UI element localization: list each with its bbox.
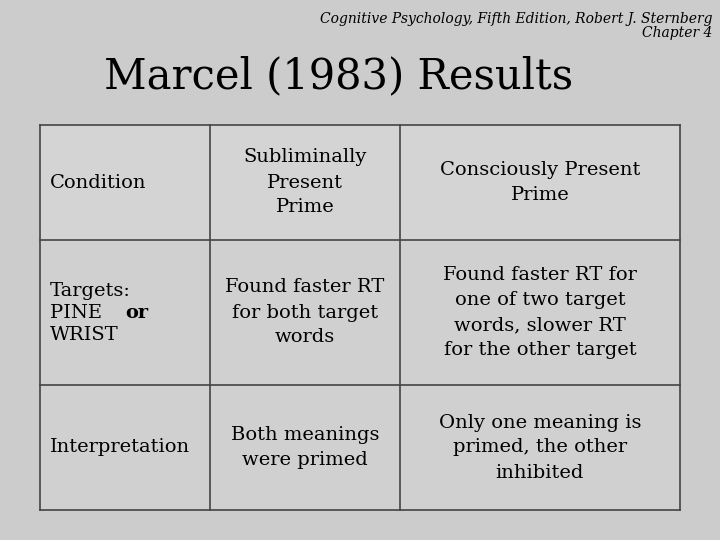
Text: Chapter 4: Chapter 4 bbox=[642, 26, 712, 40]
Text: or: or bbox=[125, 303, 148, 321]
Bar bbox=[40, 240, 210, 385]
Bar bbox=[400, 385, 680, 510]
Bar bbox=[210, 240, 400, 385]
Text: Condition: Condition bbox=[50, 173, 146, 192]
Text: Interpretation: Interpretation bbox=[50, 438, 190, 456]
Bar bbox=[400, 125, 680, 240]
Text: Targets:: Targets: bbox=[50, 281, 131, 300]
Bar bbox=[210, 125, 400, 240]
Text: Found faster RT
for both target
words: Found faster RT for both target words bbox=[225, 279, 384, 347]
Text: Found faster RT for
one of two target
words, slower RT
for the other target: Found faster RT for one of two target wo… bbox=[443, 266, 637, 359]
Text: PINE: PINE bbox=[50, 303, 108, 321]
Bar bbox=[40, 125, 210, 240]
Text: Both meanings
were primed: Both meanings were primed bbox=[230, 426, 379, 469]
Bar bbox=[400, 240, 680, 385]
Text: Marcel (1983) Results: Marcel (1983) Results bbox=[104, 55, 573, 97]
Text: Cognitive Psychology, Fifth Edition, Robert J. Sternberg: Cognitive Psychology, Fifth Edition, Rob… bbox=[320, 12, 712, 26]
Text: Consciously Present
Prime: Consciously Present Prime bbox=[440, 161, 640, 204]
Text: WRIST: WRIST bbox=[50, 326, 119, 343]
Text: Only one meaning is
primed, the other
inhibited: Only one meaning is primed, the other in… bbox=[438, 414, 642, 482]
Bar bbox=[210, 385, 400, 510]
Text: Subliminally
Present
Prime: Subliminally Present Prime bbox=[243, 148, 366, 217]
Bar bbox=[40, 385, 210, 510]
